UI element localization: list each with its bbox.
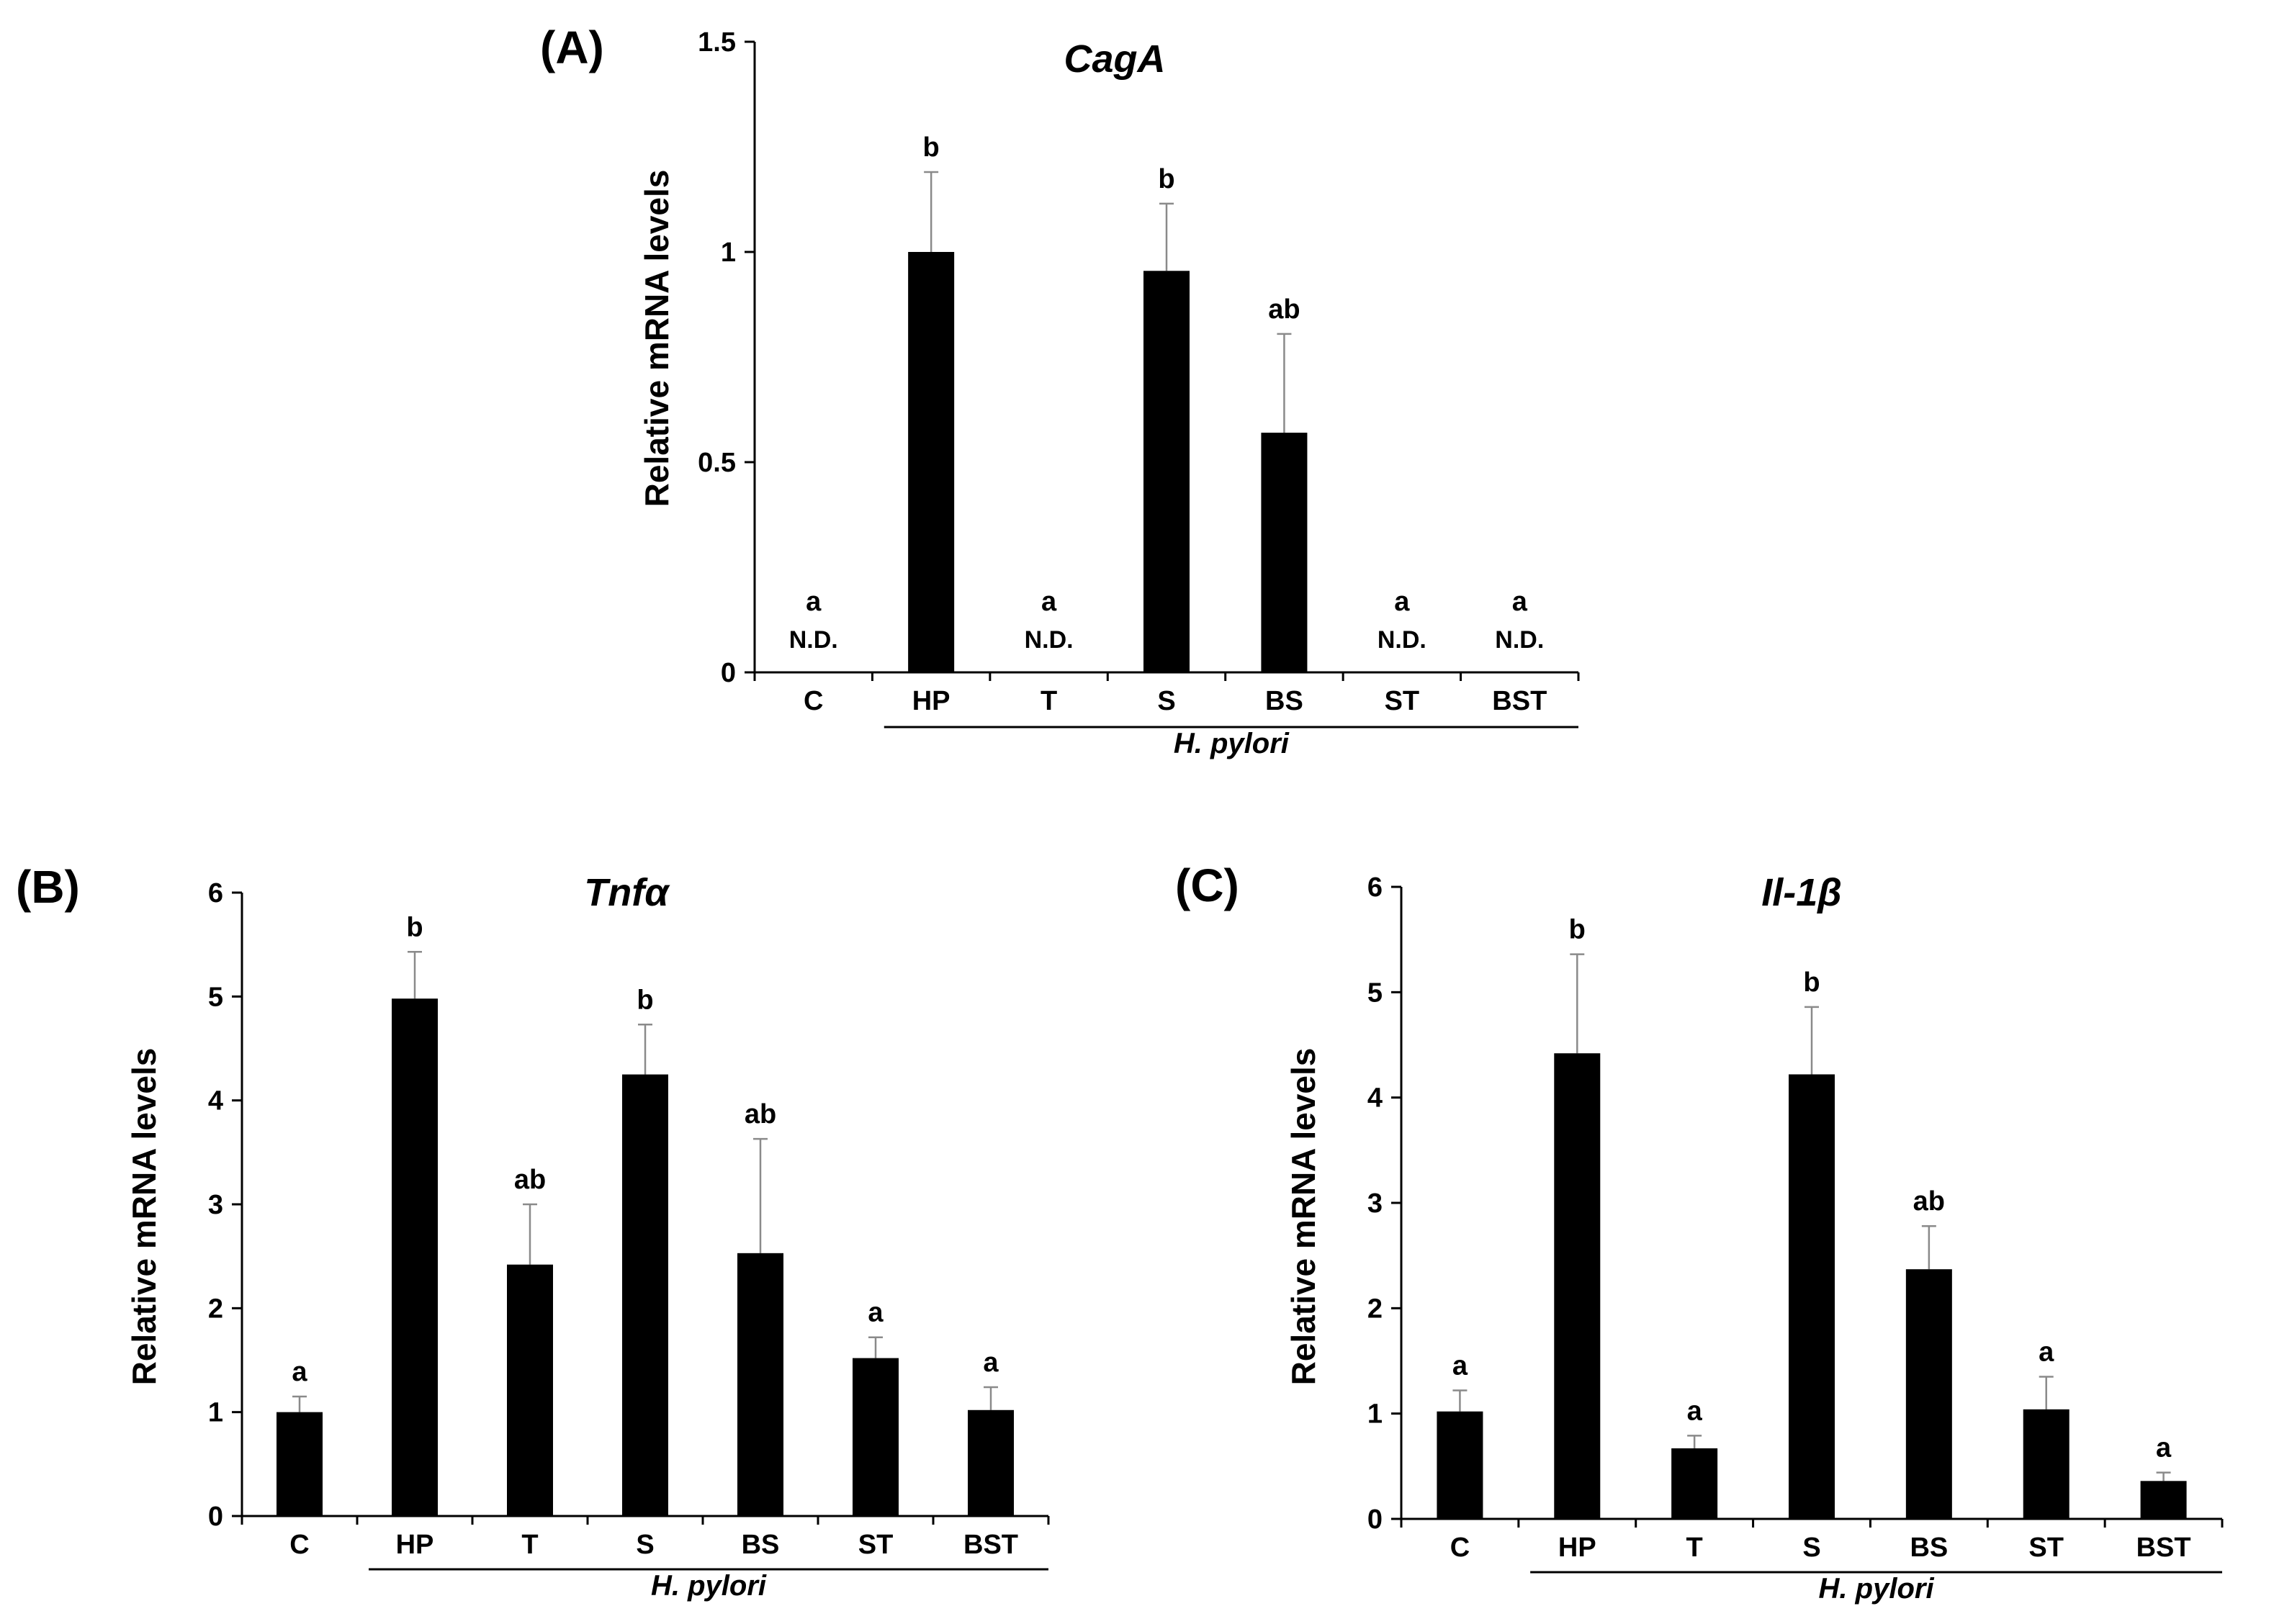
chart-cagA: (A) CagA Relative mRNA levels 0 0.5 1 1.5 N.D. a… — [540, 22, 1580, 759]
x-tick-label: BST — [963, 1530, 1018, 1560]
x-tick-label: BST — [1492, 686, 1547, 716]
y-tick-label: 1 — [208, 1398, 223, 1428]
y-axis-label: Relative mRNA levels — [638, 170, 675, 508]
bar-s — [1143, 271, 1190, 672]
significance-label: a — [983, 1348, 999, 1378]
bar-c — [277, 1412, 323, 1516]
x-tick-label: HP — [396, 1530, 434, 1560]
x-tick-label: T — [521, 1530, 538, 1560]
x-tick-label: HP — [1558, 1533, 1596, 1563]
y-tick-label: 1.5 — [698, 27, 736, 58]
significance-label: b — [1803, 967, 1820, 998]
y-axis-label: Relative mRNA levels — [1285, 1048, 1322, 1386]
x-tick-label: BS — [1265, 686, 1303, 716]
y-tick-label: 3 — [1367, 1188, 1383, 1219]
bar-s — [1789, 1074, 1835, 1519]
bar-bs — [737, 1253, 783, 1516]
y-tick-label: 1 — [721, 238, 736, 268]
bar-bs — [1905, 1269, 1952, 1519]
bar-st — [2023, 1409, 2069, 1519]
x-tick-label: T — [1686, 1533, 1703, 1563]
significance-label: b — [923, 132, 940, 163]
bar-c — [1437, 1411, 1483, 1519]
y-tick-label: 2 — [208, 1294, 223, 1324]
significance-label: ab — [514, 1165, 546, 1195]
group-label: H. pylori — [651, 1570, 767, 1602]
not-detected-label: N.D. — [1378, 626, 1426, 654]
bar-bst — [2140, 1481, 2187, 1519]
not-detected-label: N.D. — [1025, 626, 1074, 654]
significance-label: a — [1041, 587, 1057, 617]
x-tick-label: ST — [1385, 686, 1420, 716]
chart-title: Il-1β — [1761, 871, 1842, 914]
y-tick-label: 0.5 — [698, 448, 736, 478]
not-detected-label: N.D. — [789, 626, 838, 654]
y-tick-label: 3 — [208, 1190, 223, 1220]
group-label: H. pylori — [1174, 728, 1290, 759]
bar-hp — [392, 998, 438, 1516]
bar-s — [622, 1074, 668, 1516]
panel-letter: (C) — [1175, 860, 1239, 911]
bar-hp — [908, 252, 955, 672]
chart-title: Tnfα — [584, 871, 670, 914]
panel-letter: (A) — [540, 22, 604, 73]
significance-label: a — [2156, 1433, 2172, 1463]
y-tick-label: 4 — [208, 1086, 223, 1116]
y-tick-label: 0 — [1367, 1505, 1383, 1535]
x-tick-label: C — [804, 686, 823, 716]
significance-label: b — [406, 912, 423, 942]
y-tick-label: 6 — [1367, 872, 1383, 903]
significance-label: a — [868, 1298, 884, 1328]
significance-label: a — [1512, 587, 1528, 617]
chart-tnf-alpha: (B) Tnfα Relative mRNA levels 0 1 2 3 4 5 6 a Cb HP a… — [16, 861, 1050, 1602]
chart-title: CagA — [1064, 37, 1165, 81]
y-tick-label: 2 — [1367, 1294, 1383, 1324]
x-tick-label: T — [1041, 686, 1057, 716]
significance-label: b — [637, 985, 653, 1015]
x-tick-label: S — [1157, 686, 1175, 716]
bar-bst — [968, 1409, 1014, 1516]
significance-label: a — [1687, 1396, 1703, 1426]
x-tick-label: ST — [858, 1530, 894, 1560]
bar-t — [507, 1264, 553, 1516]
y-tick-label: 5 — [1367, 978, 1383, 1008]
x-tick-label: C — [289, 1530, 309, 1560]
significance-label: a — [806, 587, 822, 617]
y-tick-label: 5 — [208, 982, 223, 1012]
bar-st — [853, 1358, 899, 1516]
x-tick-label: HP — [912, 686, 951, 716]
x-tick-label: ST — [2028, 1533, 2064, 1563]
significance-label: ab — [1268, 294, 1300, 325]
x-tick-label: BS — [742, 1530, 780, 1560]
bar-t — [1671, 1448, 1718, 1519]
significance-label: a — [2039, 1337, 2054, 1367]
panel-letter: (B) — [16, 861, 80, 913]
y-tick-label: 6 — [208, 878, 223, 908]
y-tick-label: 0 — [208, 1502, 223, 1532]
not-detected-label: N.D. — [1495, 626, 1544, 654]
bar-bs — [1261, 433, 1308, 672]
significance-label: b — [1158, 164, 1174, 194]
chart-il-1-beta: (C) Il-1β Relative mRNA levels 0 1 2 3 4 5 6 a Cb HP… — [1175, 860, 2224, 1605]
x-tick-label: S — [1802, 1533, 1820, 1563]
bar-hp — [1554, 1053, 1601, 1519]
x-tick-label: BS — [1910, 1533, 1948, 1563]
significance-label: a — [1394, 587, 1410, 617]
significance-label: b — [1569, 915, 1586, 945]
significance-label: ab — [1913, 1186, 1945, 1217]
x-tick-label: C — [1450, 1533, 1470, 1563]
y-tick-label: 0 — [721, 658, 736, 688]
y-tick-label: 1 — [1367, 1399, 1383, 1430]
x-tick-label: BST — [2136, 1533, 2191, 1563]
y-tick-label: 4 — [1367, 1083, 1383, 1114]
group-label: H. pylori — [1819, 1573, 1935, 1605]
significance-label: a — [292, 1357, 307, 1387]
significance-label: ab — [745, 1099, 776, 1129]
y-axis-label: Relative mRNA levels — [125, 1048, 163, 1386]
x-tick-label: S — [636, 1530, 654, 1560]
significance-label: a — [1452, 1350, 1468, 1381]
